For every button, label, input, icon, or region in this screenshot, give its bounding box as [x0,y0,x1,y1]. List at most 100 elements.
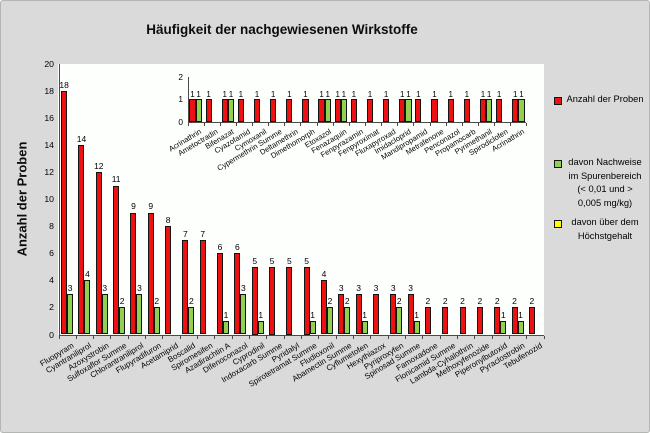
bar-green [500,320,507,335]
legend-label: davon über dem Höchstgehalt [571,217,639,241]
bar-value-label: 3 [373,282,379,293]
bar-value-label: 6 [217,242,223,253]
bar-red [61,91,68,335]
bar-red [424,307,431,335]
bar-value-label: 7 [200,228,206,239]
bar-red [372,293,379,335]
bar-green [153,307,160,335]
bar-value-label: 1 [496,89,502,99]
bar-value-label: 12 [94,160,104,171]
x-axis-tick [268,122,270,126]
x-axis-tick [214,335,216,339]
bar-value-label: 2 [442,296,448,307]
bar-green [240,293,247,335]
bar-red [431,99,438,122]
x-axis-tick [316,122,318,126]
bar-value-label: 2 [529,296,535,307]
x-axis-tick [352,335,354,339]
y-axis-line [58,64,60,336]
x-axis-tick [456,335,458,339]
x-axis-tick [203,122,205,126]
bar-green [84,280,91,335]
bar-red [355,293,362,335]
x-axis-tick [283,335,285,339]
bar-red [447,99,454,122]
bar-red [199,239,206,335]
x-axis-tick [249,335,251,339]
x-axis-tick [318,335,320,339]
x-axis-tick [252,122,254,126]
bar-green [405,99,412,122]
x-axis-tick [526,122,528,126]
bar-value-label: 1 [464,89,470,99]
x-axis-line [58,334,544,336]
x-axis-tick [300,122,302,126]
bar-red [528,307,535,335]
bar-green [257,320,264,335]
bar-red [182,239,189,335]
bar-value-label: 1 [270,89,276,99]
x-axis-tick [543,335,545,339]
bar-green [326,307,333,335]
bar-red [78,145,85,335]
bar-value-label: 3 [338,282,344,293]
y-tick-label: 16 [44,113,54,124]
bar-value-label: 1 [238,89,244,99]
bar-red [253,99,261,122]
legend-label: davon Nachweise im Spurenbereich (< 0,01… [568,157,642,208]
y-tick-label: 14 [44,140,54,151]
y-tick-label: 0 [178,116,183,127]
bar-green [188,307,195,335]
bar-value-label: 1 [222,89,227,99]
bar-red [320,280,327,335]
y-tick-label: 2 [178,71,183,82]
bar-value-label: 1 [512,89,518,99]
bar-red [251,266,258,335]
y-tick-label: 20 [44,59,54,69]
x-axis-tick [526,335,528,339]
bar-value-label: 2 [189,296,194,307]
y-tick-label: 10 [44,194,54,205]
bar-value-label: 2 [425,296,431,307]
y-tick-label: 2 [49,302,54,313]
bar-value-label: 5 [252,255,258,266]
legend-swatch [554,160,562,168]
bar-value-label: 5 [269,255,275,266]
y-tick-label: 12 [44,167,54,178]
x-axis-tick [162,335,164,339]
x-axis-tick [413,122,415,126]
bar-value-label: 1 [362,309,367,320]
bar-value-label: 4 [321,269,327,280]
bar-green [340,99,347,122]
bar-value-label: 18 [59,79,69,90]
x-axis-tick [508,335,510,339]
x-axis-tick [491,335,493,339]
bar-red [442,307,449,335]
y-tick-label: 18 [44,86,54,97]
bar-green [227,99,235,122]
bar-red [350,99,357,122]
bar-red [269,266,276,335]
bar-value-label: 3 [408,282,413,293]
x-axis-tick [445,122,447,126]
bar-value-label: 1 [206,89,211,99]
bar-value-label: 1 [432,89,437,99]
x-axis-tick [145,335,147,339]
bar-value-label: 1 [335,89,340,99]
bar-value-label: 1 [414,309,419,320]
x-axis-tick [461,122,463,126]
x-axis-tick [429,122,431,126]
x-axis-tick [381,122,383,126]
bar-value-label: 1 [519,89,524,99]
bar-red [95,172,102,335]
y-tick-label: 6 [49,248,54,259]
y-tick-label: 0 [49,329,54,340]
x-axis-tick [348,122,350,126]
bar-value-label: 3 [241,282,246,293]
bar-red [511,307,518,335]
bar-red [147,212,154,335]
bar-red [399,99,406,122]
bar-value-label: 2 [477,296,483,307]
bar-value-label: 1 [383,89,389,99]
